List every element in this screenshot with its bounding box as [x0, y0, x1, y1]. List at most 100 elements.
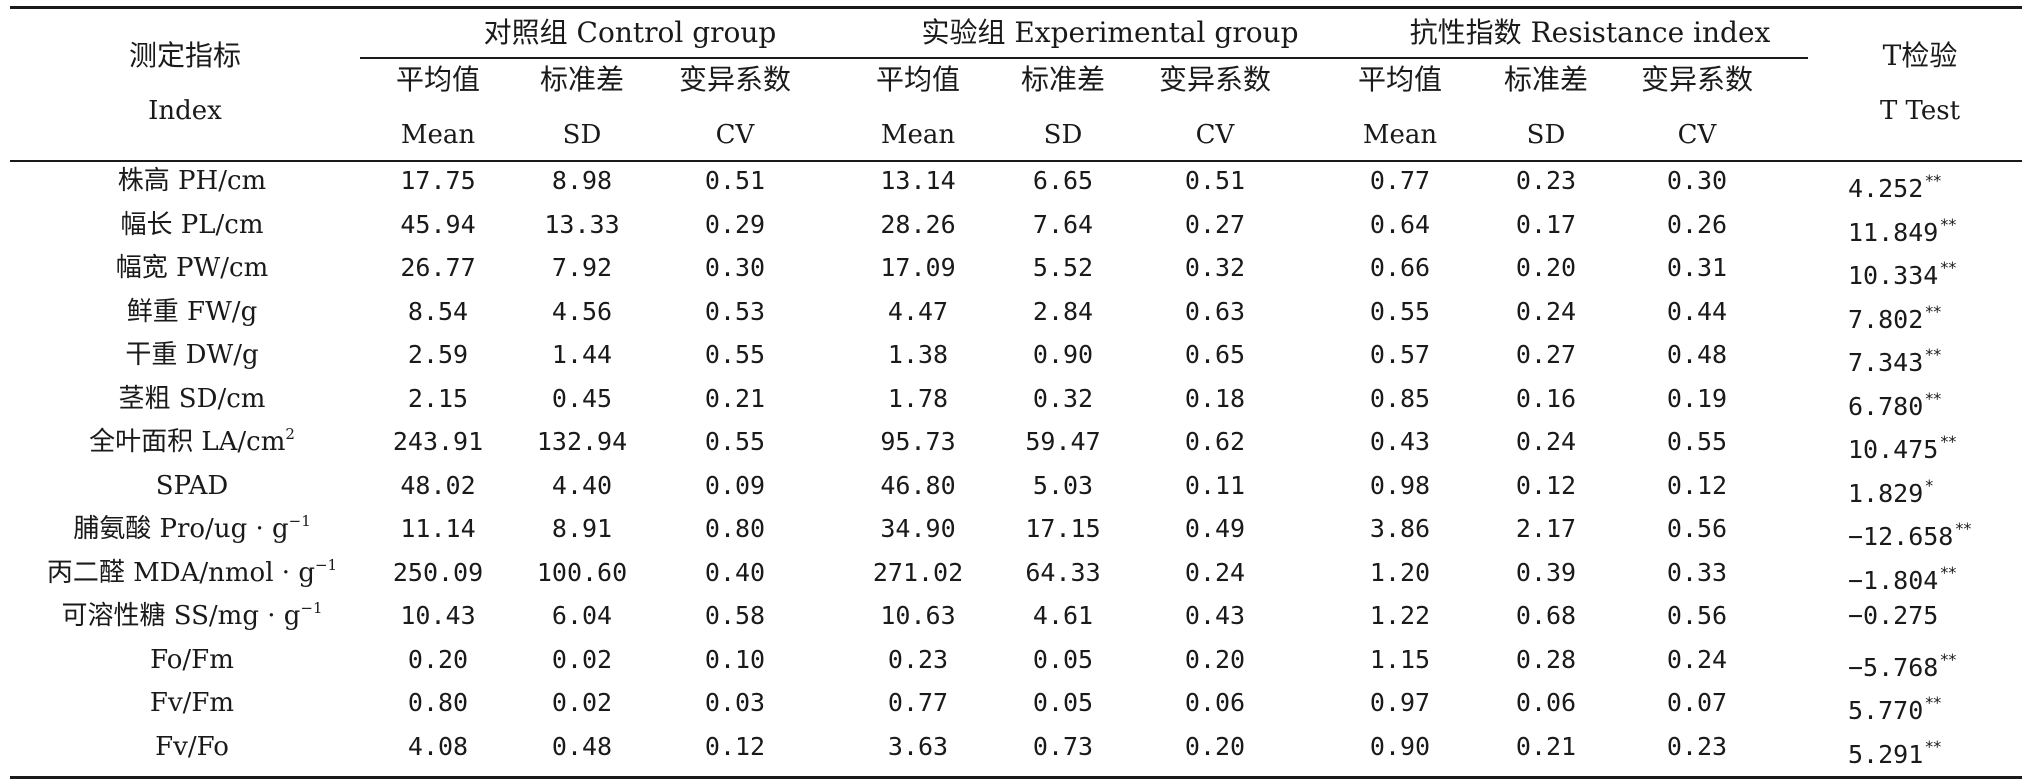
table-cell: 2.84 — [1032, 296, 1094, 326]
table-cell: 0.33 — [1666, 557, 1728, 587]
table-cell: 0.21 — [704, 383, 766, 413]
subheader-en: Mean — [880, 120, 956, 150]
table-cell: 2.59 — [407, 340, 469, 369]
subheader-cn: 变异系数 — [678, 63, 791, 96]
table-cell: 10.63 — [880, 601, 956, 630]
table-cell: 0.43 — [1369, 427, 1431, 456]
resistance-index-header: 抗性指数 Resistance index — [1409, 16, 1771, 49]
table-cell: 0.17 — [1515, 209, 1577, 239]
significance-marker: ** — [1940, 649, 1957, 669]
significance-marker: ** — [1940, 432, 1957, 451]
index-header-cn: 测定指标 — [128, 39, 241, 72]
row-label: 幅宽 PW/cm — [115, 253, 269, 283]
table-cell: 0.51 — [1184, 166, 1246, 195]
table-cell: 2.17 — [1515, 514, 1577, 543]
table-cell: 0.80 — [407, 688, 469, 717]
table-cell: 0.12 — [1515, 470, 1577, 500]
significance-marker: ** — [1925, 171, 1942, 190]
table-cell: 0.85 — [1369, 383, 1431, 413]
table-cell: 5.52 — [1032, 253, 1094, 282]
ttest-value: 10.475 ** — [1848, 432, 1957, 464]
table-cell: 100.60 — [536, 557, 628, 587]
row-label: 干重 DW/g — [125, 340, 259, 370]
row-label: Fo/Fm — [150, 644, 234, 675]
ttest-value: 5.770 ** — [1848, 693, 1942, 725]
ttest-value: 7.802 ** — [1848, 301, 1942, 334]
table-cell: 4.08 — [407, 731, 469, 761]
table-cell: 0.49 — [1184, 514, 1246, 543]
table-cell: 1.22 — [1369, 601, 1431, 630]
subheader-cn: 平均值 — [395, 63, 480, 96]
subheader-en: SD — [1526, 120, 1566, 150]
control-group-header: 对照组 Control group — [483, 16, 777, 49]
row-label-superscript: −1 — [288, 512, 311, 531]
table-cell: 0.57 — [1369, 340, 1431, 369]
row-label: Fv/Fm — [149, 688, 235, 718]
table-cell: 8.98 — [551, 166, 613, 195]
table-cell: 0.55 — [704, 340, 766, 369]
table-cell: 7.92 — [551, 253, 613, 282]
table-bottom-rule — [10, 776, 2022, 779]
table-cell: 0.30 — [704, 253, 766, 282]
table-cell: 2.15 — [407, 383, 469, 413]
table-cell: 0.73 — [1032, 731, 1094, 761]
table-cell: 0.23 — [1515, 166, 1577, 195]
row-label: 全叶面积 LA/cm2 — [89, 425, 295, 457]
table-cell: 0.40 — [704, 557, 766, 587]
ttest-value: −1.804 ** — [1848, 562, 1957, 595]
table-cell: 6.04 — [551, 601, 613, 630]
table-cell: 0.20 — [407, 644, 469, 674]
subheader-en: CV — [1195, 120, 1235, 150]
table-cell: 0.77 — [887, 688, 949, 717]
significance-marker: ** — [1940, 562, 1957, 582]
table-cell: 0.55 — [1666, 427, 1728, 456]
table-cell: 0.21 — [1515, 731, 1577, 761]
table-cell: 243.91 — [392, 427, 484, 456]
subheader-cn: 标准差 — [1503, 63, 1588, 96]
ttest-value: 1.829 * — [1848, 475, 1934, 508]
table-cell: 0.32 — [1184, 253, 1246, 282]
subheader-cn: 变异系数 — [1158, 63, 1271, 96]
table-cell: 0.43 — [1184, 601, 1246, 630]
table-cell: 26.77 — [400, 253, 476, 282]
table-cell: 0.05 — [1032, 644, 1094, 674]
table-cell: 6.65 — [1032, 166, 1094, 195]
significance-marker: ** — [1955, 519, 1972, 538]
table-cell: 13.14 — [880, 166, 956, 195]
row-label: SPAD — [155, 470, 229, 501]
subheader-cn: 平均值 — [1357, 63, 1442, 96]
table-cell: 17.09 — [880, 253, 956, 282]
table-cell: 0.97 — [1369, 688, 1431, 717]
ttest-header-cn: T检验 — [1882, 39, 1958, 72]
index-header-en: Index — [148, 96, 222, 126]
row-label-superscript: −1 — [300, 599, 323, 618]
subheader-en: CV — [1677, 120, 1717, 150]
table-cell: 1.38 — [887, 340, 949, 369]
table-cell: 0.23 — [1666, 731, 1728, 761]
table-cell: 0.02 — [551, 644, 613, 674]
table-cell: 0.31 — [1666, 253, 1728, 282]
row-label: 株高 PH/cm — [117, 166, 267, 196]
table-cell: 0.19 — [1666, 383, 1728, 413]
table-cell: 0.55 — [704, 427, 766, 456]
table-cell: 0.24 — [1515, 296, 1577, 326]
table-cell: 1.44 — [551, 340, 613, 369]
table-cell: 45.94 — [400, 209, 476, 239]
subheader-cn: 平均值 — [875, 63, 960, 96]
table-cell: 250.09 — [392, 557, 484, 587]
subheader-cn: 变异系数 — [1640, 63, 1753, 96]
table-cell: 0.32 — [1032, 383, 1094, 413]
ttest-value: −0.275 — [1848, 601, 1939, 630]
row-label: 可溶性糖 SS/mg · g−1 — [61, 599, 323, 631]
table-cell: 0.30 — [1666, 166, 1728, 195]
table-cell: 271.02 — [872, 557, 964, 587]
table-cell: 132.94 — [536, 427, 628, 456]
subheader-en: SD — [1043, 120, 1083, 150]
table-cell: 8.54 — [407, 296, 469, 326]
significance-marker: ** — [1925, 345, 1942, 364]
significance-marker: ** — [1925, 301, 1942, 321]
ttest-value: 5.291 ** — [1848, 736, 1942, 769]
ttest-header-en: T Test — [1879, 96, 1961, 126]
table-cell: 0.20 — [1184, 644, 1246, 674]
